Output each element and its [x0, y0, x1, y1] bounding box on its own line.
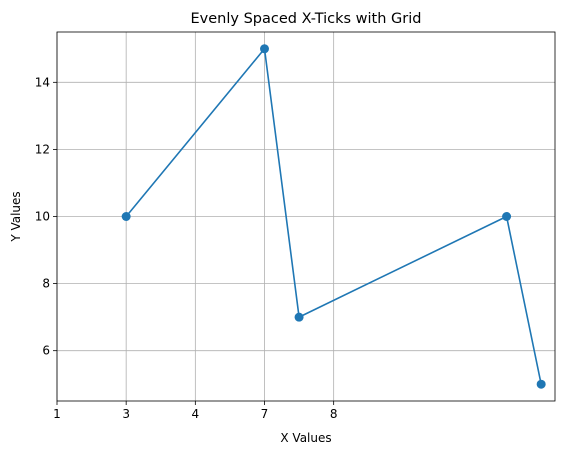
y-tick-label: 6 [42, 344, 50, 358]
x-tick-label: 1 [53, 407, 61, 421]
x-tick-label: 3 [122, 407, 130, 421]
data-point [260, 44, 269, 54]
y-tick-label: 14 [35, 75, 50, 89]
data-point [502, 212, 512, 221]
data-point [294, 312, 304, 322]
x-tick-label: 8 [330, 407, 338, 421]
data-point [121, 212, 131, 221]
data-point [536, 379, 546, 389]
y-tick-label: 12 [35, 142, 50, 156]
y-tick-label: 8 [42, 277, 50, 291]
series-layer [121, 44, 546, 389]
y-tick-label: 10 [35, 210, 50, 224]
x-axis-ticks: 1 3 4 7 8 [53, 401, 337, 421]
grid [56, 32, 555, 401]
y-axis-label: Y Values [9, 191, 23, 242]
x-axis-label: X Values [280, 431, 331, 445]
x-tick-label: 7 [261, 407, 269, 421]
x-tick-label: 4 [192, 407, 200, 421]
chart-title: Evenly Spaced X-Ticks with Grid [191, 11, 422, 27]
y-axis-ticks: 6 8 10 12 14 [35, 75, 57, 358]
